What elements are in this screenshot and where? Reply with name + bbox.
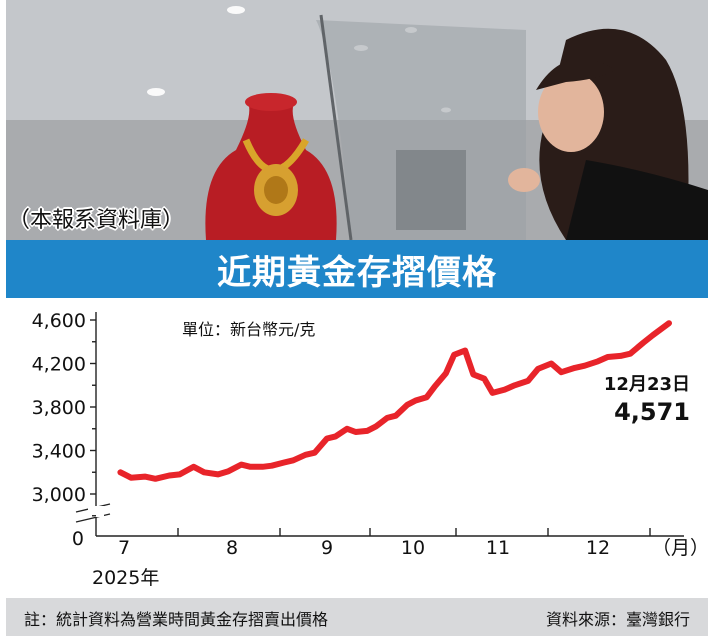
header-photo: （本報系資料庫） (6, 0, 708, 240)
axis-break-mark (75, 513, 111, 523)
chart-area: 單位：新台幣元/克 12月23日 4,571 0 （月） 2025年 4,600… (0, 298, 714, 598)
source-credit: 資料來源：臺灣銀行 (545, 610, 690, 629)
chart-title-bar: 近期黃金存摺價格 (6, 240, 708, 298)
unit-label: 單位：新台幣元/克 (182, 320, 315, 339)
footnote: 註：統計資料為營業時間黃金存摺賣出價格 (24, 610, 329, 629)
y-tick-label: 3,800 (32, 397, 86, 419)
x-tick-label: 7 (118, 537, 130, 559)
y-tick-label: 3,000 (32, 484, 86, 506)
y-zero-label: 0 (72, 528, 84, 550)
year-label: 2025年 (92, 567, 159, 589)
x-tick-label: 12 (586, 537, 610, 559)
y-tick-label: 4,600 (32, 310, 86, 332)
x-tick-label: 10 (401, 537, 425, 559)
footer: 註：統計資料為營業時間黃金存摺賣出價格 資料來源：臺灣銀行 (6, 598, 708, 636)
annotation-value: 4,571 (614, 398, 690, 426)
chart-title: 近期黃金存摺價格 (217, 252, 497, 293)
photo-credit: （本報系資料庫） (8, 208, 185, 233)
photo-illustration (6, 0, 708, 240)
x-tick-label: 9 (321, 537, 333, 559)
annotation-date: 12月23日 (604, 374, 690, 395)
x-unit-label: （月） (652, 537, 709, 559)
x-tick-label: 11 (486, 537, 510, 559)
gold-price-line (117, 320, 672, 482)
y-tick-label: 3,400 (32, 441, 86, 463)
axis-break-gap (88, 506, 104, 517)
y-tick-label: 4,200 (32, 354, 86, 376)
x-tick-label: 8 (226, 537, 238, 559)
line-chart: 單位：新台幣元/克 12月23日 4,571 0 （月） 2025年 4,600… (32, 310, 709, 589)
